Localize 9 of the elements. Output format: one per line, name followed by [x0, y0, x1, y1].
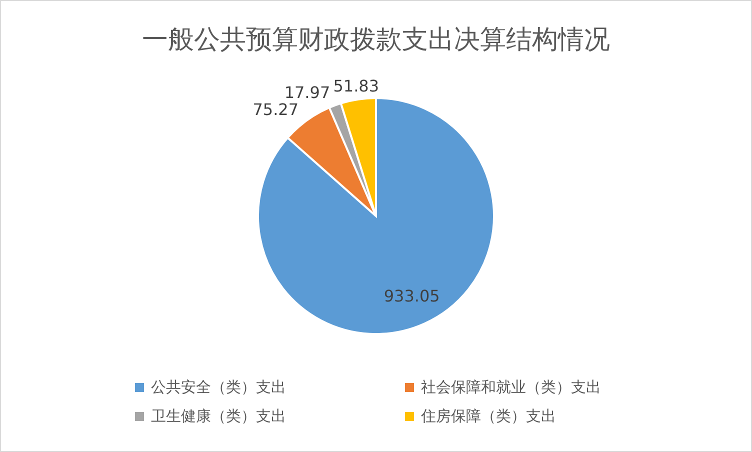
- legend-label: 公共安全（类）支出: [151, 378, 286, 396]
- data-label: 17.97: [284, 83, 330, 102]
- legend-label: 住房保障（类）支出: [420, 407, 556, 425]
- data-label: 51.83: [333, 76, 380, 96]
- data-label: 933.05: [384, 286, 440, 306]
- legend-label: 社会保障和就业（类）支出: [421, 378, 601, 396]
- chart-title: 一般公共预算财政拨款支出决算结构情况: [142, 25, 610, 55]
- legend-label: 卫生健康（类）支出: [151, 407, 286, 425]
- data-label: 75.27: [252, 100, 299, 119]
